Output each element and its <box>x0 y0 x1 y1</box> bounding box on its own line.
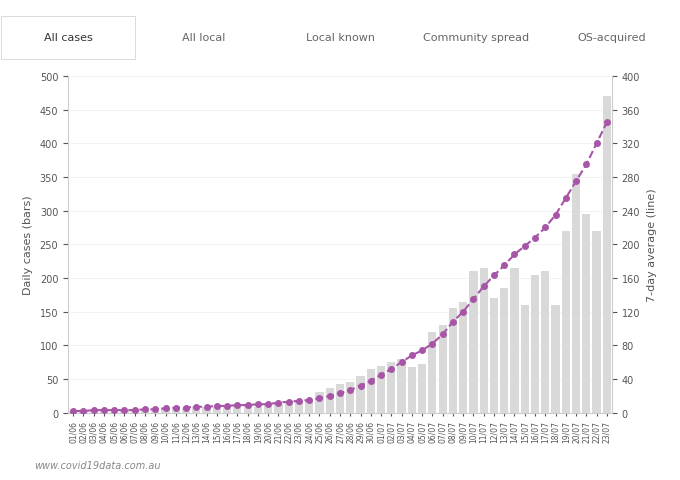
Text: OS-acquired: OS-acquired <box>578 34 646 43</box>
Bar <box>336 384 344 413</box>
Text: All local: All local <box>182 34 226 43</box>
Bar <box>418 364 426 413</box>
Bar <box>100 411 108 413</box>
FancyBboxPatch shape <box>1 17 135 60</box>
Text: Local known: Local known <box>305 34 375 43</box>
Bar <box>305 399 313 413</box>
Bar <box>326 389 334 413</box>
Bar <box>254 408 262 413</box>
Bar <box>356 376 364 413</box>
Bar <box>346 383 354 413</box>
Bar <box>541 272 549 413</box>
Bar <box>264 403 272 413</box>
Bar <box>408 367 416 413</box>
Bar <box>90 409 98 413</box>
Bar <box>141 410 149 413</box>
Bar <box>284 401 293 413</box>
Bar <box>203 407 211 413</box>
Bar <box>192 406 201 413</box>
Bar <box>551 305 560 413</box>
Bar <box>592 231 600 413</box>
Bar <box>161 408 169 413</box>
Bar <box>120 411 129 413</box>
Bar <box>602 97 611 413</box>
Bar <box>469 272 477 413</box>
Bar <box>233 405 241 413</box>
Bar <box>521 305 529 413</box>
Bar <box>274 404 282 413</box>
Bar <box>439 325 447 413</box>
Bar <box>110 412 118 413</box>
Y-axis label: 7-day average (line): 7-day average (line) <box>647 188 657 301</box>
Bar <box>243 406 252 413</box>
Bar <box>223 406 231 413</box>
Bar <box>182 408 190 413</box>
Bar <box>80 411 88 413</box>
Bar <box>377 366 385 413</box>
Bar <box>459 302 467 413</box>
Bar <box>213 408 221 413</box>
Bar <box>531 275 539 413</box>
Bar <box>562 231 570 413</box>
Bar <box>131 411 139 413</box>
Y-axis label: Daily cases (bars): Daily cases (bars) <box>22 195 33 295</box>
Bar <box>171 409 180 413</box>
Bar <box>316 393 324 413</box>
Bar <box>69 411 78 413</box>
Bar <box>387 362 396 413</box>
Bar <box>582 215 590 413</box>
Bar <box>428 332 437 413</box>
Bar <box>449 309 457 413</box>
Text: All cases: All cases <box>44 34 92 43</box>
Bar <box>511 268 519 413</box>
Bar <box>295 401 303 413</box>
Bar <box>572 174 580 413</box>
Bar <box>367 369 375 413</box>
Bar <box>500 288 509 413</box>
Text: Community spread: Community spread <box>423 34 529 43</box>
Bar <box>151 409 159 413</box>
Bar <box>479 268 488 413</box>
Text: www.covid19data.com.au: www.covid19data.com.au <box>34 460 160 470</box>
Bar <box>398 359 406 413</box>
Bar <box>490 299 498 413</box>
